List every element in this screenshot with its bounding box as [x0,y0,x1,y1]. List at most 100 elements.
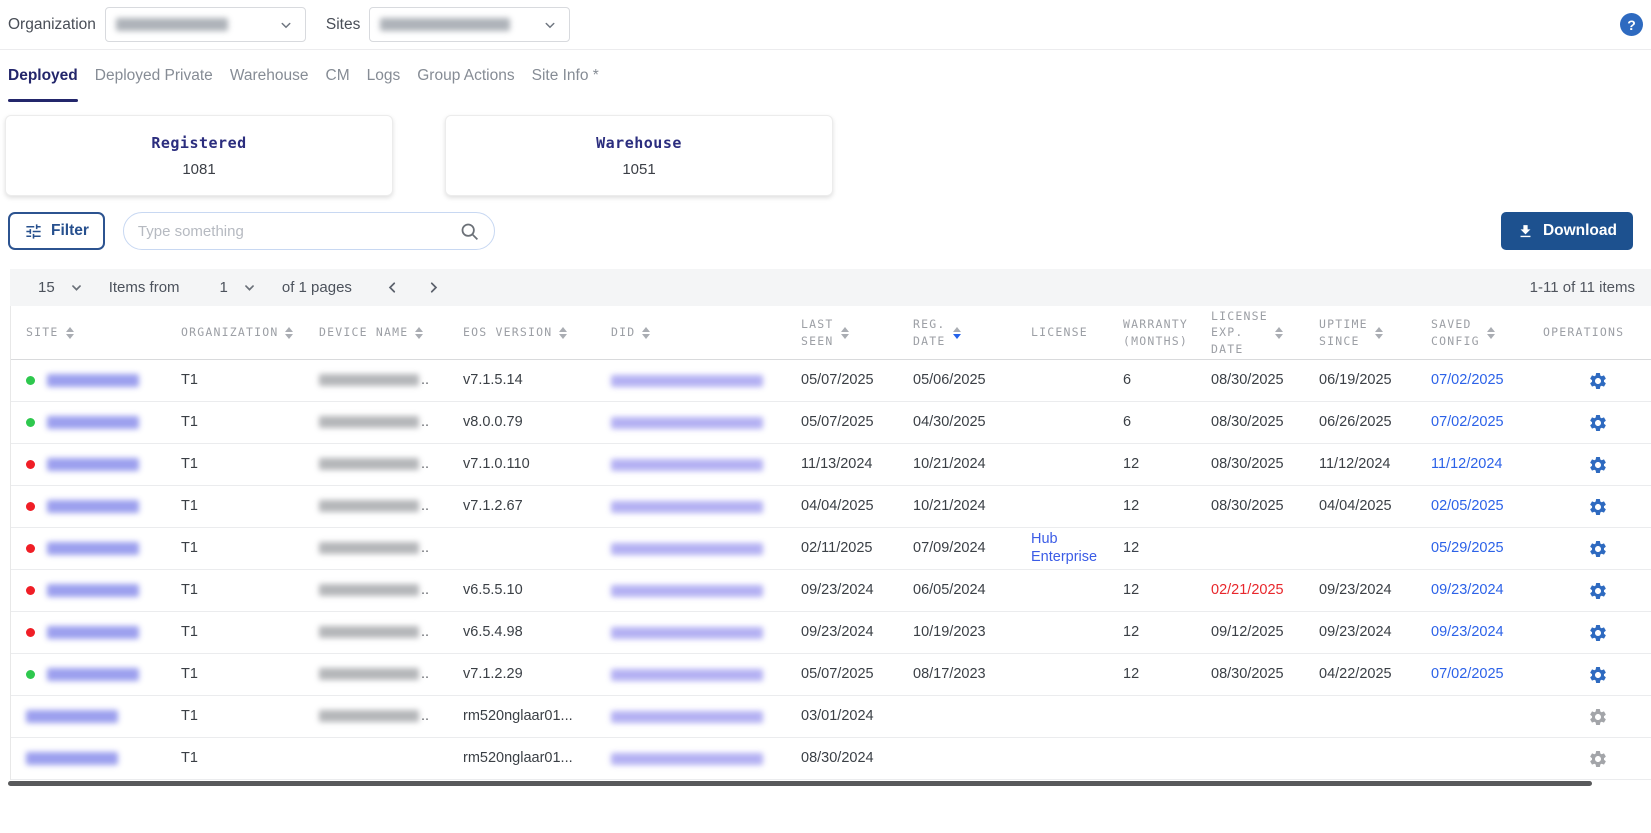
page-number-dropdown-icon[interactable] [241,279,258,296]
page-number-value[interactable]: 1 [219,279,228,296]
column-header-device_name[interactable]: DEVICE NAME [304,324,448,340]
sites-select[interactable] [369,7,571,42]
tab-cm[interactable]: CM [325,67,350,84]
summary-cards: Registered 1081 Warehouse 1051 [0,102,1651,196]
tab-group-actions[interactable]: Group Actions [417,67,515,84]
saved-config-link[interactable]: 07/02/2025 [1431,665,1504,682]
sort-icon[interactable] [642,326,651,339]
cell-warranty: 12 [1123,497,1140,514]
sort-icon[interactable] [1486,326,1495,339]
download-button[interactable]: Download [1500,212,1633,250]
operations-gear-icon[interactable] [1588,539,1608,559]
cell-saved-config: 11/12/2024 [1416,456,1528,473]
status-dot-red [26,628,35,637]
column-header-last_seen[interactable]: LAST SEEN [786,316,898,348]
previous-page-button[interactable] [384,279,401,296]
organization-select[interactable] [104,7,306,42]
cell-saved-config: 02/05/2025 [1416,498,1528,515]
site-link-redacted[interactable] [47,668,139,681]
operations-gear-icon[interactable] [1588,497,1608,517]
site-link-redacted[interactable] [47,542,139,555]
sort-icon[interactable] [285,326,294,339]
saved-config-link[interactable]: 05/29/2025 [1431,539,1504,556]
sort-icon[interactable] [1274,326,1283,339]
sort-icon[interactable] [1374,326,1383,339]
cell-did [596,584,786,597]
site-link-redacted[interactable] [47,458,139,471]
tab-deployed-private[interactable]: Deployed Private [94,67,213,84]
column-header-organization[interactable]: ORGANIZATION [166,324,304,340]
cell-device-name: .. [304,582,448,599]
site-link-redacted[interactable] [47,416,139,429]
site-link-redacted[interactable] [47,584,139,597]
device-name-ellipsis: .. [421,665,430,682]
cell-last-seen: 08/30/2024 [801,749,874,766]
site-link-redacted[interactable] [47,374,139,387]
operations-gear-icon[interactable] [1588,623,1608,643]
saved-config-link[interactable]: 07/02/2025 [1431,413,1504,430]
tab-deployed[interactable]: Deployed [8,50,78,102]
cell-organization: T1 [181,539,198,556]
saved-config-link[interactable]: 09/23/2024 [1431,581,1504,598]
column-header-eos_version[interactable]: EOS VERSION [448,324,596,340]
filter-button[interactable]: Filter [8,212,105,250]
column-header-label: ORGANIZATION [181,325,279,340]
operations-gear-icon [1588,707,1608,727]
horizontal-scrollbar[interactable] [8,781,1592,786]
search-icon[interactable] [459,221,480,242]
license-exp-date: 08/30/2025 [1211,371,1284,388]
device-name-ellipsis: .. [421,413,430,430]
sort-icon[interactable] [415,326,424,339]
table-row: T1.. rm520nglaar01... 03/01/2024 [11,696,1651,738]
cell-reg-date: 10/19/2023 [913,623,986,640]
column-header-saved_config[interactable]: SAVED CONFIG [1416,316,1528,348]
table-row: T1.. v8.0.0.79 05/07/2025 04/30/2025 6 08/30/… [11,402,1651,444]
table-row: T1.. v7.1.2.67 04/04/2025 10/21/2024 12 08/30… [11,486,1651,528]
cell-did [596,500,786,513]
column-header-uptime_since[interactable]: UPTIME SINCE [1304,316,1416,348]
sort-icon[interactable] [559,326,568,339]
saved-config-link[interactable]: 11/12/2024 [1431,455,1503,472]
column-header-did[interactable]: DID [596,324,786,340]
operations-gear-icon[interactable] [1588,581,1608,601]
cell-site [11,710,166,723]
tab-warehouse[interactable]: Warehouse [229,67,309,84]
operations-gear-icon[interactable] [1588,665,1608,685]
cell-organization: T1 [181,497,198,514]
operations-gear-icon[interactable] [1588,371,1608,391]
saved-config-link[interactable]: 07/02/2025 [1431,371,1504,388]
site-link-redacted[interactable] [47,500,139,513]
license-link[interactable]: Hub Enterprise [1031,531,1098,565]
cell-reg-date: 05/06/2025 [913,371,986,388]
operations-gear-icon[interactable] [1588,455,1608,475]
cell-saved-config: 09/23/2024 [1416,582,1528,599]
device-name-ellipsis: .. [421,707,430,724]
next-page-button[interactable] [425,279,442,296]
column-header-license_exp[interactable]: LICENSE EXP. DATE [1196,308,1304,356]
column-header-site[interactable]: SITE [11,324,166,340]
cell-site [11,668,166,681]
operations-gear-icon[interactable] [1588,413,1608,433]
site-link-redacted[interactable] [26,752,118,765]
site-link-redacted[interactable] [26,710,118,723]
search-input[interactable] [137,222,459,240]
cell-uptime-since: 04/04/2025 [1319,497,1392,514]
column-header-reg_date[interactable]: REG. DATE [898,316,1016,348]
saved-config-link[interactable]: 02/05/2025 [1431,497,1504,514]
help-icon[interactable]: ? [1620,13,1643,36]
cell-eos-version: rm520nglaar01... [463,707,573,724]
saved-config-link[interactable]: 09/23/2024 [1431,623,1504,640]
devices-table: SITE ORGANIZATION DEVICE NAME EOS VERSION DI… [10,306,1651,780]
site-link-redacted[interactable] [47,626,139,639]
tab-site-info[interactable]: Site Info * [531,67,599,84]
toolbar: Filter Download [0,212,1651,250]
page-size-dropdown-icon[interactable] [68,279,85,296]
tab-logs[interactable]: Logs [366,67,401,84]
sort-icon[interactable] [840,326,849,339]
sort-icon[interactable] [952,326,961,339]
search-box[interactable] [122,212,495,250]
device-name-ellipsis: .. [421,497,430,514]
cell-device-name: .. [304,624,448,641]
sort-icon[interactable] [65,326,74,339]
page-size-value[interactable]: 15 [38,279,55,296]
